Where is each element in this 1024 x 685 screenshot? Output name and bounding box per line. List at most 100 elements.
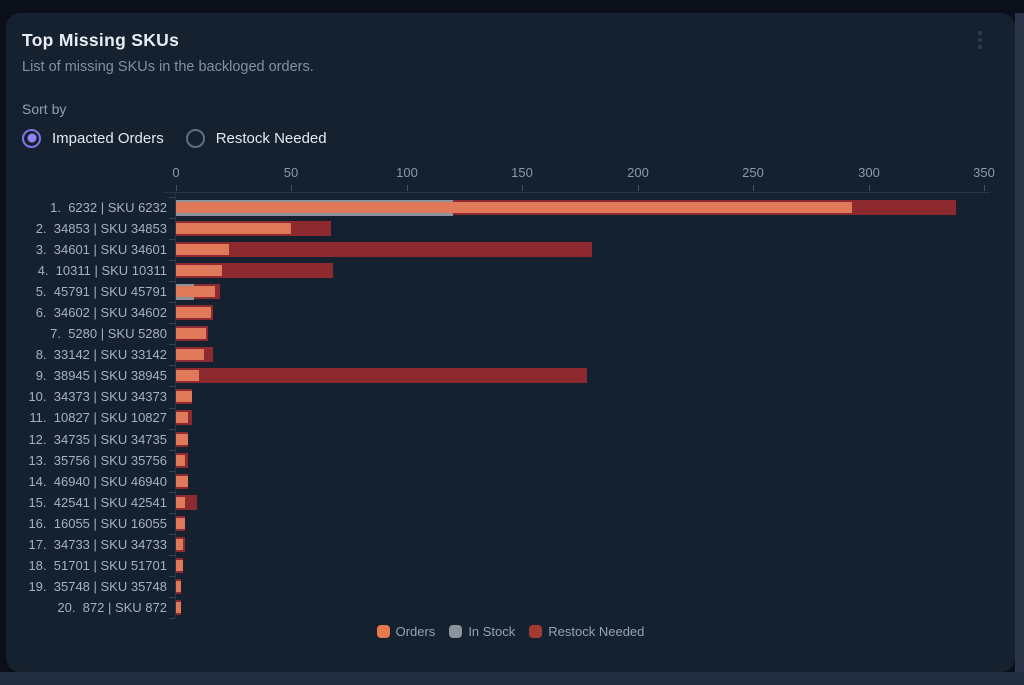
- x-tick-mark: [869, 185, 870, 191]
- row-bars: [176, 218, 984, 239]
- row-bars: [176, 344, 984, 365]
- y-tick-mark: [169, 344, 175, 346]
- row-label: 16. 16055 | SKU 16055: [28, 515, 167, 531]
- radio-option-restock-needed[interactable]: Restock Needed: [185, 128, 327, 148]
- y-tick-mark: [169, 386, 175, 388]
- orders-bar: [176, 328, 206, 340]
- row-bars: [176, 239, 984, 260]
- chart-row: 17. 34733 | SKU 34733: [6, 534, 1015, 555]
- legend-label: In Stock: [468, 624, 516, 639]
- chart-row: 8. 33142 | SKU 33142: [6, 344, 1015, 365]
- x-tick-mark: [522, 185, 523, 191]
- row-label: 7. 5280 | SKU 5280: [50, 326, 167, 342]
- y-tick-mark: [169, 618, 175, 619]
- row-label: 18. 51701 | SKU 51701: [28, 557, 167, 573]
- chart-row: 16. 16055 | SKU 16055: [6, 513, 1015, 534]
- page-background-right: [1015, 13, 1024, 672]
- radio-button-icon[interactable]: [185, 128, 205, 148]
- y-tick-mark: [169, 428, 175, 430]
- x-tick-label: 300: [858, 165, 880, 180]
- row-bars: [176, 197, 984, 218]
- chart-row: 7. 5280 | SKU 5280: [6, 323, 1015, 344]
- chart-row: 5. 45791 | SKU 45791: [6, 281, 1015, 302]
- row-bars: [176, 260, 984, 281]
- radio-option-impacted-orders[interactable]: Impacted Orders: [22, 128, 164, 148]
- y-tick-mark: [169, 281, 175, 283]
- chart-row: 3. 34601 | SKU 34601: [6, 239, 1015, 260]
- kebab-dot: [978, 38, 982, 42]
- x-tick-label: 350: [973, 165, 995, 180]
- page-background-bottom: [0, 672, 1024, 685]
- x-tick-mark: [984, 185, 985, 191]
- row-bars: [176, 513, 984, 534]
- row-bars: [176, 450, 984, 471]
- chart-row: 11. 10827 | SKU 10827: [6, 407, 1015, 428]
- x-tick-label: 150: [511, 165, 533, 180]
- sort-options: Impacted Orders Restock Needed: [22, 126, 327, 150]
- row-bars: [176, 471, 984, 492]
- orders-bar: [176, 391, 192, 403]
- kebab-dot: [978, 31, 982, 35]
- row-label: 2. 34853 | SKU 34853: [35, 221, 167, 237]
- row-label: 14. 46940 | SKU 46940: [28, 473, 167, 489]
- bar-chart: 1. 6232 | SKU 6232 2. 34853 | SKU 34853 3.…: [6, 197, 1015, 618]
- legend-label: Restock Needed: [548, 624, 645, 639]
- x-tick-label: 50: [283, 165, 299, 180]
- orders-bar: [176, 538, 183, 550]
- row-label: 10. 34373 | SKU 34373: [28, 389, 167, 405]
- orders-bar: [176, 244, 229, 256]
- y-tick-mark: [169, 575, 175, 577]
- legend-swatch: [376, 625, 390, 638]
- orders-bar: [176, 202, 852, 213]
- row-label: 17. 34733 | SKU 34733: [28, 536, 167, 552]
- orders-bar: [176, 601, 181, 613]
- x-tick-label: 100: [396, 165, 418, 180]
- row-bars: [176, 555, 984, 576]
- x-tick-mark: [753, 185, 754, 191]
- legend-swatch: [529, 625, 543, 638]
- row-label: 12. 34735 | SKU 34735: [28, 431, 167, 447]
- orders-bar: [176, 307, 211, 319]
- y-tick-mark: [169, 260, 175, 262]
- sort-by-label: Sort by: [22, 101, 67, 117]
- chart-legend: Orders In Stock Restock Needed: [6, 624, 1015, 639]
- kebab-dot: [978, 45, 982, 49]
- chart-row: 2. 34853 | SKU 34853: [6, 218, 1015, 239]
- legend-swatch: [449, 625, 463, 638]
- y-tick-mark: [169, 470, 175, 472]
- row-label: 19. 35748 | SKU 35748: [28, 578, 167, 594]
- chart-row: 4. 10311 | SKU 10311: [6, 260, 1015, 281]
- orders-bar: [176, 286, 215, 298]
- row-label: 4. 10311 | SKU 10311: [37, 263, 167, 279]
- row-bars: [176, 323, 984, 344]
- chart-row: 9. 38945 | SKU 38945: [6, 365, 1015, 386]
- y-tick-mark: [169, 197, 175, 198]
- row-bars: [176, 534, 984, 555]
- row-label: 11. 10827 | SKU 10827: [29, 410, 167, 426]
- row-bars: [176, 302, 984, 323]
- row-bars: [176, 281, 984, 302]
- chart-row: 19. 35748 | SKU 35748: [6, 576, 1015, 597]
- radio-button-icon[interactable]: [22, 128, 41, 148]
- row-bars: [176, 386, 984, 407]
- orders-bar: [176, 580, 181, 592]
- row-label: 6. 34602 | SKU 34602: [35, 305, 167, 321]
- orders-bar: [176, 265, 222, 277]
- row-bars: [176, 597, 984, 618]
- kebab-menu-icon[interactable]: [971, 26, 989, 54]
- x-axis-line: [164, 192, 990, 193]
- chart-row: 6. 34602 | SKU 34602: [6, 302, 1015, 323]
- chart-row: 1. 6232 | SKU 6232: [6, 197, 1015, 218]
- chart-row: 15. 42541 | SKU 42541: [6, 492, 1015, 513]
- orders-bar: [176, 433, 188, 445]
- legend-item: In Stock: [449, 624, 515, 639]
- x-tick-label: 0: [172, 165, 180, 180]
- y-tick-mark: [169, 554, 175, 556]
- orders-bar: [176, 496, 185, 508]
- restock-needed-bar: [176, 242, 592, 258]
- x-tick-mark: [291, 185, 292, 191]
- x-tick-mark: [407, 185, 408, 191]
- y-tick-mark: [169, 491, 175, 493]
- row-label: 8. 33142 | SKU 33142: [35, 347, 167, 363]
- legend-item: Orders: [376, 624, 435, 639]
